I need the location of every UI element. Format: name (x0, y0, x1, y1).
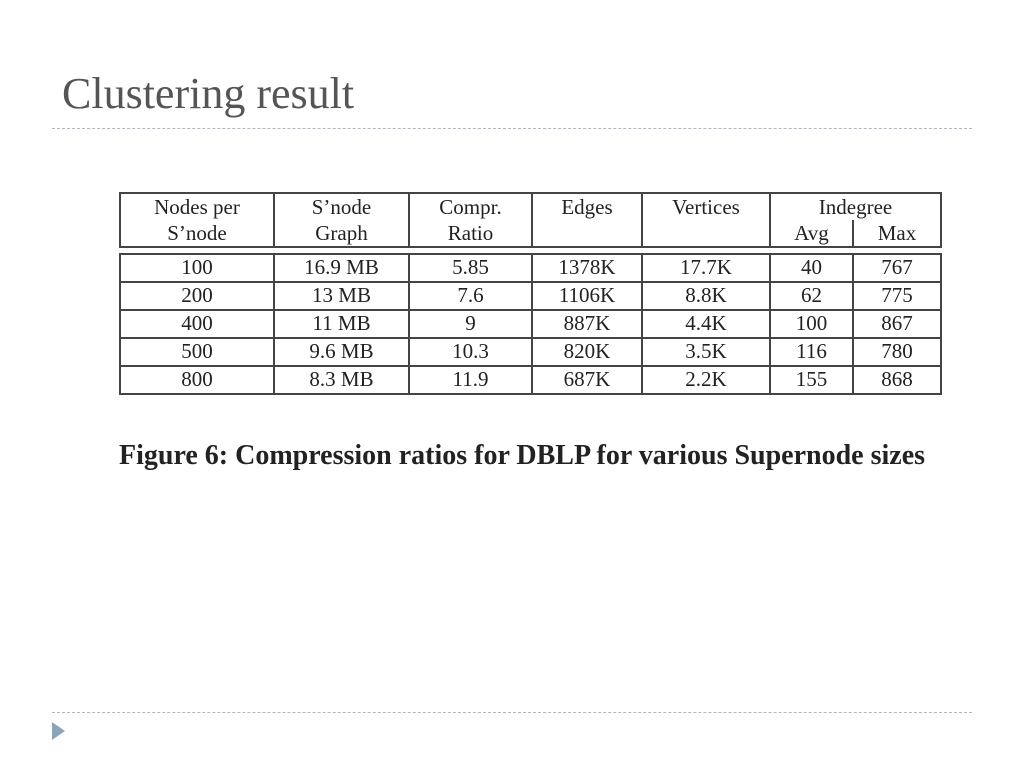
table-cell: 4.4K (641, 309, 771, 339)
table-cell: 9 (408, 309, 533, 339)
header-line: Ratio (447, 221, 494, 245)
table-cell: 62 (769, 281, 854, 311)
header-line: Compr. (439, 195, 502, 219)
table-cell: 13 MB (273, 281, 410, 311)
table-row: 100 16.9 MB 5.85 1378K 17.7K 40 767 (119, 253, 942, 283)
table-header: Nodes per S’node S’node Graph Compr. Ratio Edg… (119, 192, 943, 248)
table-cell: 17.7K (641, 253, 771, 283)
header-cell: Edges (531, 192, 643, 248)
table-cell: 9.6 MB (273, 337, 410, 367)
slide-title: Clustering result (62, 69, 355, 118)
bullet-arrow (52, 722, 65, 740)
table-cell: 11 MB (273, 309, 410, 339)
table-cell: 500 (119, 337, 275, 367)
table-cell: 820K (531, 337, 643, 367)
header-row: Avg Max (120, 220, 943, 248)
header-cell: Nodes per S’node (119, 192, 275, 248)
header-line: Edges (561, 195, 613, 219)
table-cell: 687K (531, 365, 643, 395)
header-cell: S’node Graph (273, 192, 410, 248)
table-cell: 400 (119, 309, 275, 339)
table-cell: 868 (852, 365, 942, 395)
header-line: S’node (167, 221, 227, 245)
table-cell: 5.85 (408, 253, 533, 283)
table-cell: 887K (531, 309, 643, 339)
header-cell: Avg (769, 220, 854, 248)
table-cell: 867 (852, 309, 942, 339)
divider (52, 712, 972, 713)
table-cell: 100 (769, 309, 854, 339)
table-cell: 1378K (531, 253, 643, 283)
table-cell: 8.8K (641, 281, 771, 311)
table-cell: 800 (119, 365, 275, 395)
table-cell: 7.6 (408, 281, 533, 311)
table-cell: 780 (852, 337, 942, 367)
table-cell: 767 (852, 253, 942, 283)
header-line: S’node (311, 195, 372, 219)
table-cell: 775 (852, 281, 942, 311)
caption: Figure 6: Compression ratios for DBLP fo… (119, 440, 926, 471)
table-cell: 155 (769, 365, 854, 395)
table-cell: 2.2K (641, 365, 771, 395)
header-row: Nodes per S’node S’node Graph Compr. Ratio Edg… (119, 192, 943, 248)
table-row: 500 9.6 MB 10.3 820K 3.5K 116 780 (119, 337, 942, 367)
divider (52, 128, 972, 129)
header-cell: Max (851, 220, 943, 248)
header-line: Nodes per (154, 195, 240, 219)
header-line: Graph (315, 221, 368, 245)
table-cell: 3.5K (641, 337, 771, 367)
table-cell: 16.9 MB (273, 253, 410, 283)
table-cell: 10.3 (408, 337, 533, 367)
table-row: 200 13 MB 7.6 1106K 8.8K 62 775 (119, 281, 942, 311)
table-cell: 100 (119, 253, 275, 283)
table-row: 800 8.3 MB 11.9 687K 2.2K 155 868 (119, 365, 942, 395)
table-cell: 8.3 MB (273, 365, 410, 395)
table-cell: 1106K (531, 281, 643, 311)
table-cell: 11.9 (408, 365, 533, 395)
table-body: 100 16.9 MB 5.85 1378K 17.7K 40 767 200 13 MB 7.6… (119, 253, 942, 395)
table-cell: 116 (769, 337, 854, 367)
header-line: Vertices (672, 195, 740, 219)
table-row: 400 11 MB 9 887K 4.4K 100 867 (119, 309, 942, 339)
header-cell: Compr. Ratio (408, 192, 533, 248)
header-group: Indegree (768, 192, 943, 220)
table-cell: 200 (119, 281, 275, 311)
header-cell: Vertices (641, 192, 771, 248)
table-cell: 40 (769, 253, 854, 283)
